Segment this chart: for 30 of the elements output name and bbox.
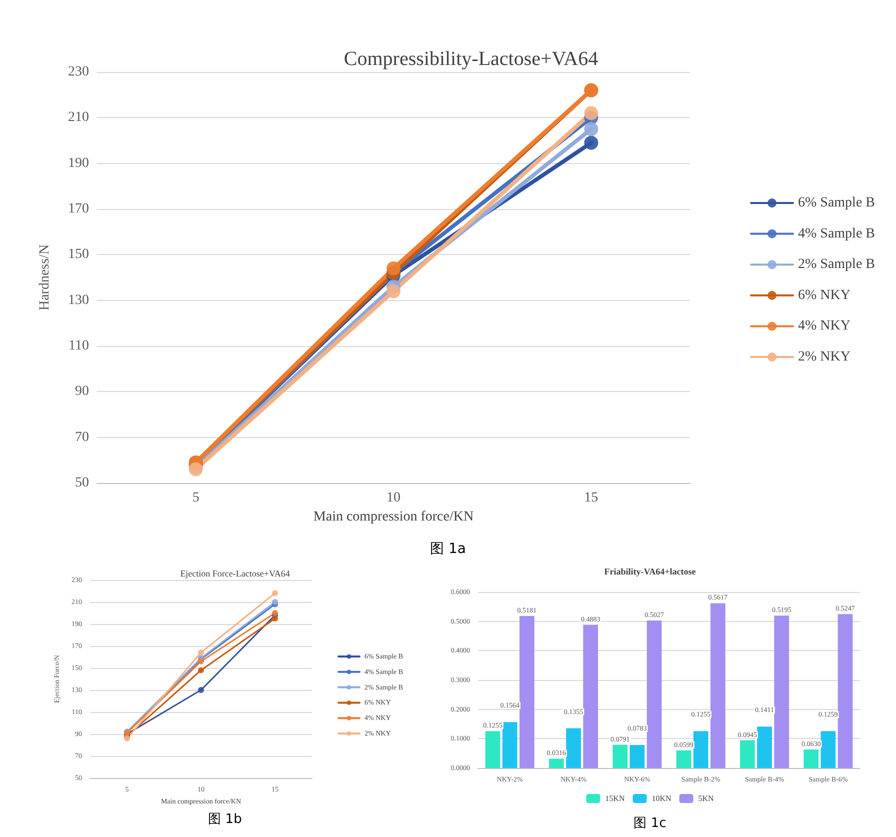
legend-label: 15KN xyxy=(605,794,625,803)
legend-label: 10KN xyxy=(652,794,672,803)
y-tick-label: 50 xyxy=(75,476,89,490)
chart-title: Friability-VA64+lactose xyxy=(604,566,696,576)
x-axis-title: Main compression force/KN xyxy=(313,509,474,524)
caption: 图 1a xyxy=(430,541,466,557)
caption: 图 1b xyxy=(208,812,242,827)
y-tick-label: 130 xyxy=(68,292,89,308)
y-tick-label: 150 xyxy=(68,247,89,262)
y-tick-label: 210 xyxy=(68,110,89,126)
y-tick-label: 170 xyxy=(68,202,89,216)
chart-title: Ejection Force-Lactose+VA64 xyxy=(180,568,290,578)
legend-label: 6% Sample B xyxy=(798,196,876,210)
chart-title: Compressibility-Lactose+VA64 xyxy=(344,48,598,70)
x-tick-label: 5 xyxy=(192,490,200,506)
legend-label: 4% Sample B xyxy=(798,226,876,242)
y-tick-label: 110 xyxy=(68,338,89,354)
legend-label: 6% NKY xyxy=(798,288,851,303)
x-tick-label: 10 xyxy=(386,490,400,506)
y-tick-label: 90 xyxy=(75,384,89,400)
legend-label: 2% NKY xyxy=(798,350,851,364)
y-tick-label: 70 xyxy=(75,430,89,445)
y-tick-label: 190 xyxy=(68,156,89,171)
y-tick-label: 230 xyxy=(68,64,89,80)
legend-label: 5KN xyxy=(698,794,714,803)
y-axis-title: Hardness/N xyxy=(38,244,53,311)
x-tick-label: 15 xyxy=(584,490,598,506)
legend-label: 2% Sample B xyxy=(798,257,876,272)
caption: 图 1c xyxy=(634,816,666,831)
legend-label: 4% NKY xyxy=(798,318,851,334)
